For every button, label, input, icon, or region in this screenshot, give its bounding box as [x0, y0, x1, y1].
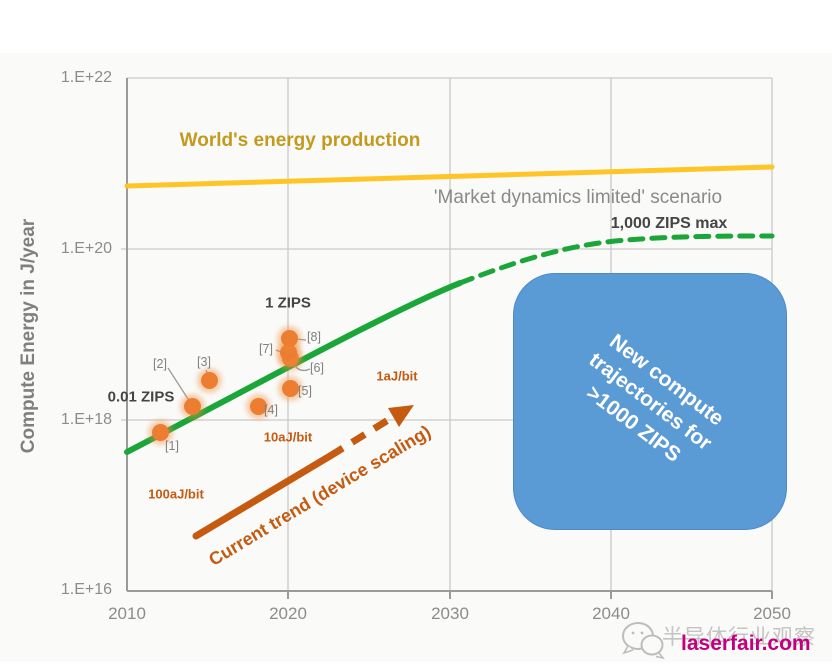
data-point-5 [282, 380, 299, 397]
market-scenario-label: 'Market dynamics limited' scenario [433, 187, 723, 208]
world-energy-label: World's energy production [179, 130, 421, 151]
y-tick-1e16: 1.E+16 [60, 581, 112, 598]
x-tick-2030: 2030 [431, 604, 469, 623]
axis-lines [126, 78, 773, 599]
y-axis-title: Compute Energy in J/year [18, 218, 39, 454]
x-tick-2020: 2020 [269, 604, 307, 623]
point-label-1: [1] [165, 439, 179, 453]
scenario-line-solid [124, 280, 463, 455]
y-tick-1e20: 1.E+20 [60, 240, 112, 257]
point-label-8: [8] [307, 330, 321, 344]
zips-max-label: 1,000 ZIPS max [610, 215, 728, 232]
wechat-icon [622, 622, 666, 660]
x-tick-2010: 2010 [108, 604, 146, 623]
aj-per-bit-100-label: 100aJ/bit [148, 486, 204, 502]
one-zips-label: 1 ZIPS [265, 294, 311, 312]
new-compute-callout-box: New compute trajectories for >1000 ZIPS [513, 273, 787, 530]
world-energy-line [124, 164, 775, 189]
data-point-7 [280, 344, 297, 361]
point-label-7: [7] [259, 342, 273, 356]
point-label-4: [4] [264, 403, 278, 417]
aj-per-bit-1-label: 1aJ/bit [376, 368, 418, 384]
aj-per-bit-10-label: 10aJ/bit [263, 429, 313, 445]
y-tick-1e18: 1.E+18 [60, 411, 112, 428]
x-tick-2040: 2040 [592, 604, 630, 623]
data-point-3 [201, 372, 218, 389]
zips-001-label: 0.01 ZIPS [107, 388, 175, 406]
x-tick-2050: 2050 [753, 604, 791, 623]
data-point-8 [281, 330, 298, 347]
y-tick-1e22: 1.E+22 [60, 69, 112, 86]
watermark-site-link: laserfair.com [681, 632, 811, 655]
current-trend-arrow [192, 405, 414, 540]
data-point-1 [152, 424, 169, 441]
watermark-wechat-name: 半导体行业观察 [662, 626, 816, 649]
data-point-2 [184, 398, 201, 415]
point-label-6: [6] [310, 361, 324, 375]
point-label-5: [5] [298, 384, 312, 398]
data-point-4 [250, 398, 267, 415]
scenario-line-dashed [457, 233, 775, 286]
point-label-3: [3] [197, 355, 211, 369]
point-label-2: [2] [153, 357, 167, 371]
new-compute-callout-text: New compute trajectories for >1000 ZIPS [582, 329, 728, 466]
